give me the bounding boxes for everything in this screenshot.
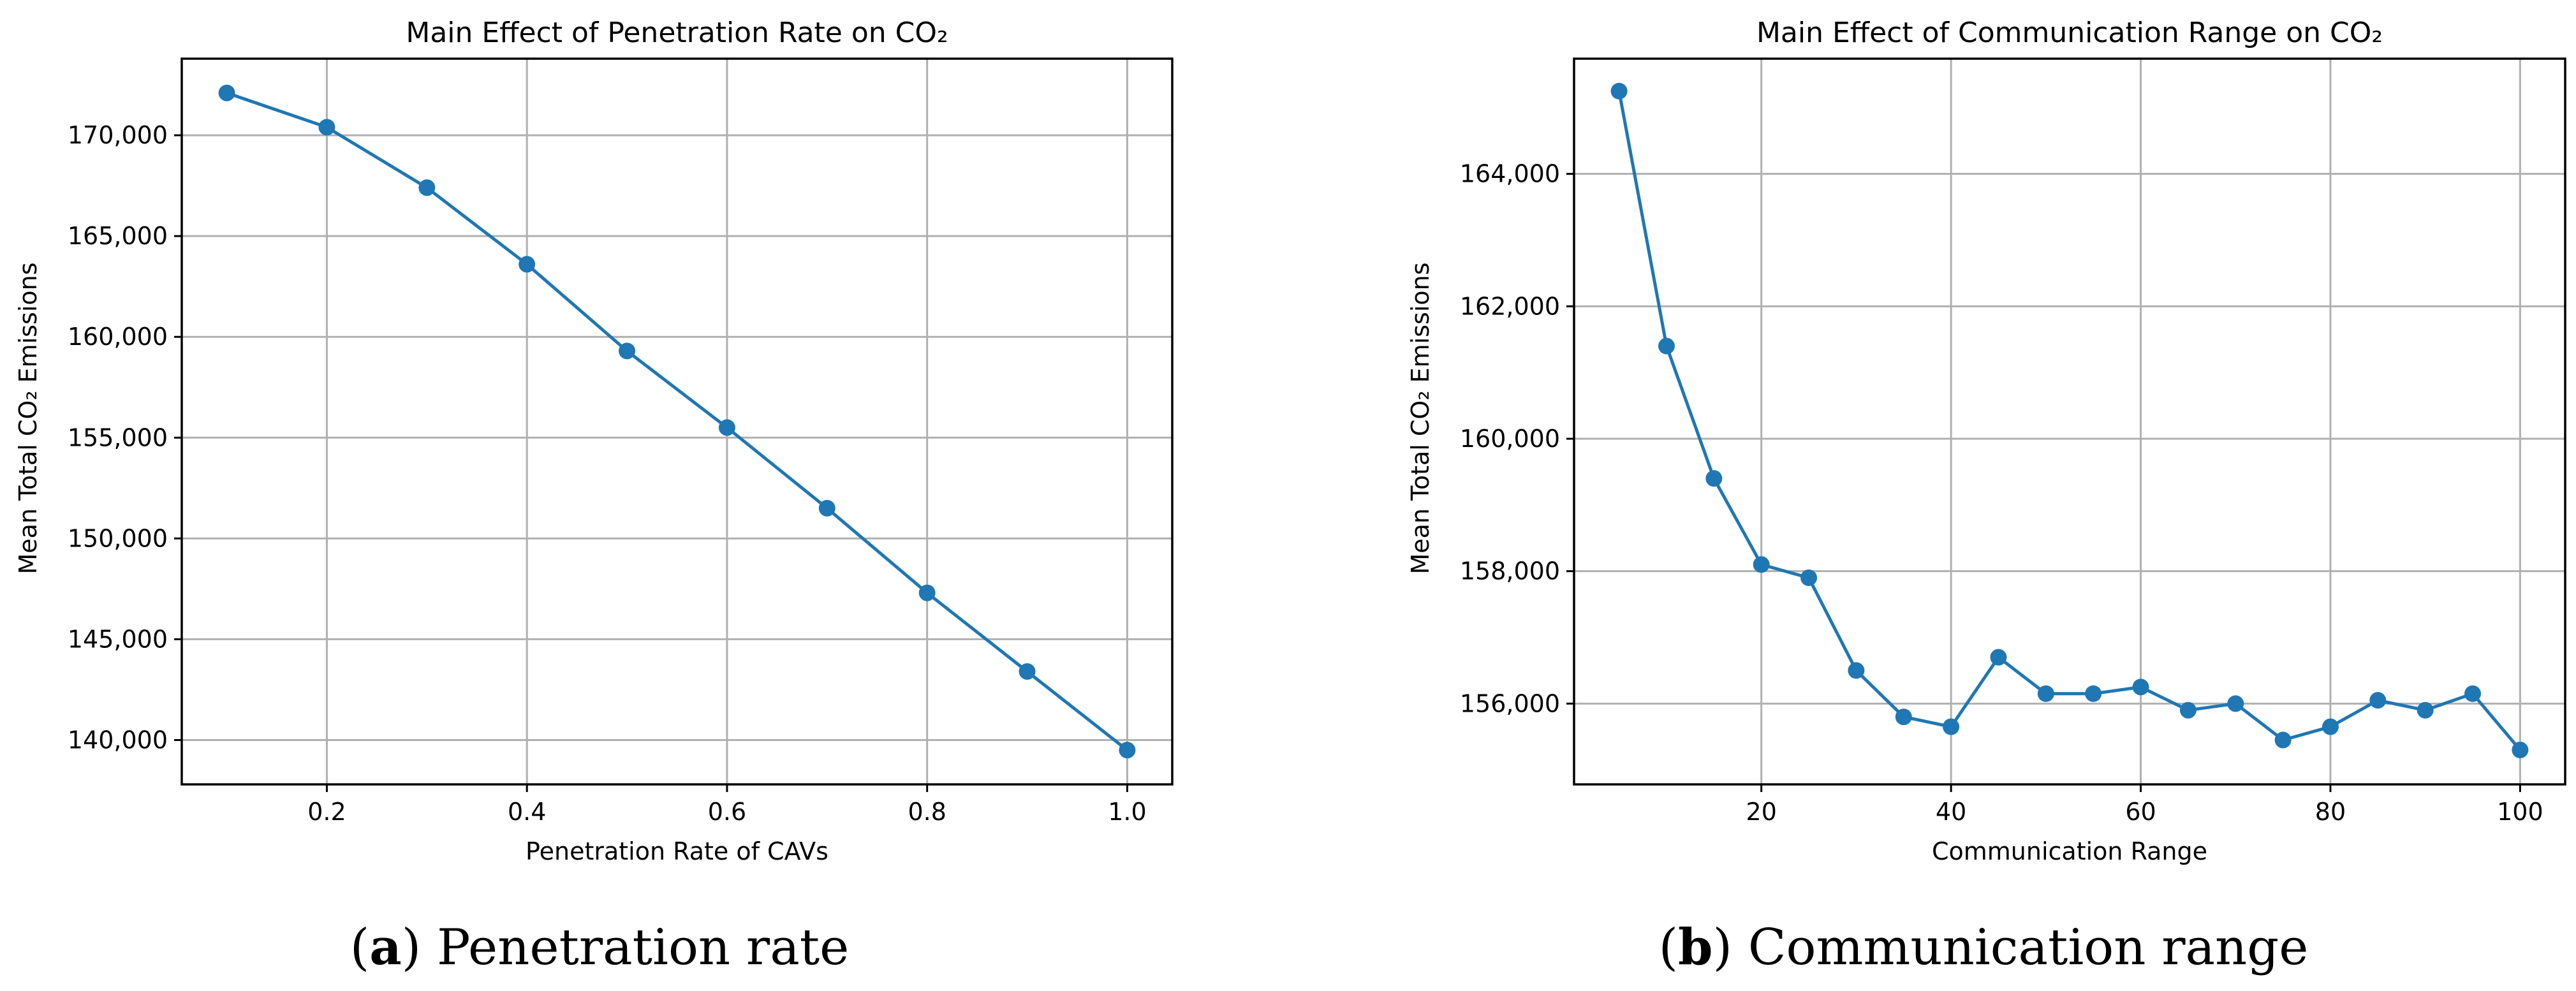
x-tick-label: 80 xyxy=(2315,798,2346,826)
data-point xyxy=(1848,662,1865,679)
caption-open-paren: ( xyxy=(1659,919,1678,976)
data-point xyxy=(1610,82,1628,99)
data-point xyxy=(218,84,235,101)
x-tick-label: 0.8 xyxy=(908,798,946,826)
data-point xyxy=(918,584,936,601)
x-tick-label: 60 xyxy=(2125,798,2156,826)
data-point xyxy=(519,256,536,273)
y-tick-label: 162,000 xyxy=(1460,292,1560,320)
data-point xyxy=(2037,685,2054,702)
plot-frame xyxy=(1573,57,2566,786)
data-point xyxy=(1990,649,2007,666)
x-tick-label: 0.4 xyxy=(508,798,546,826)
data-point xyxy=(2512,742,2529,759)
panel-a: 0.2 0.4 0.6 0.8 1.0 140,000 145,000 150,000 155,… xyxy=(14,17,1174,976)
data-point xyxy=(2322,718,2339,735)
y-tick-label: 156,000 xyxy=(1460,689,1560,717)
y-tick-label: 164,000 xyxy=(1460,160,1560,188)
data-point xyxy=(2132,679,2149,696)
y-tick-label: 155,000 xyxy=(68,423,168,451)
x-tick-label: 0.6 xyxy=(708,798,746,826)
data-point xyxy=(1119,742,1136,759)
data-point xyxy=(418,179,436,196)
data-point xyxy=(818,499,835,517)
data-point xyxy=(2464,685,2482,702)
data-point xyxy=(2179,701,2197,719)
data-point xyxy=(1658,337,1675,355)
panel-b: 20 40 60 80 100 156,000 158,000 160,000 162,000 1… xyxy=(1406,17,2566,976)
y-axis-label: Mean Total CO₂ Emissions xyxy=(1406,262,1434,574)
data-point xyxy=(718,419,735,436)
plot-frame xyxy=(180,57,1174,786)
caption-letter: b xyxy=(1678,918,1713,976)
y-tick-label: 158,000 xyxy=(1460,557,1560,585)
y-tick-label: 170,000 xyxy=(68,121,168,149)
data-point xyxy=(1019,663,1036,680)
y-tick-label: 160,000 xyxy=(68,323,168,351)
y-tick-label: 160,000 xyxy=(1460,425,1560,453)
caption-letter: a xyxy=(369,918,402,976)
y-tick-label: 140,000 xyxy=(68,726,168,754)
data-point xyxy=(1753,556,1770,573)
data-point xyxy=(2274,731,2292,749)
data-point xyxy=(2227,695,2244,712)
caption-close-paren: ) xyxy=(402,919,437,976)
caption-open-paren: ( xyxy=(350,919,369,976)
data-point xyxy=(1705,470,1723,487)
x-tick-label: 0.2 xyxy=(307,798,346,826)
x-tick-label: 40 xyxy=(1936,798,1966,826)
x-tick-label: 1.0 xyxy=(1108,798,1146,826)
data-point xyxy=(1943,718,1960,735)
figure-caption: (b) Communication range xyxy=(1659,918,2309,976)
caption-text: Penetration rate xyxy=(437,919,849,976)
figure-caption: (a) Penetration rate xyxy=(350,918,849,976)
x-tick-label: 100 xyxy=(2497,798,2543,826)
series-line xyxy=(226,91,1128,752)
data-point xyxy=(318,119,335,136)
y-tick-label: 145,000 xyxy=(68,625,168,653)
data-point xyxy=(619,342,636,360)
caption-close-paren: ) xyxy=(1713,919,1748,976)
x-axis-label: Penetration Rate of CAVs xyxy=(526,837,828,865)
y-axis-label: Mean Total CO₂ Emissions xyxy=(14,262,42,574)
chart-title: Main Effect of Penetration Rate on CO₂ xyxy=(406,17,948,49)
x-axis-label: Communication Range xyxy=(1932,837,2207,865)
data-point xyxy=(2417,701,2434,719)
chart-title: Main Effect of Communication Range on CO… xyxy=(1756,17,2383,49)
data-point xyxy=(2085,685,2102,702)
y-tick-label: 150,000 xyxy=(68,524,168,552)
data-point xyxy=(1895,708,1912,726)
series-line xyxy=(1617,91,2522,751)
caption-text: Communication range xyxy=(1748,919,2309,976)
data-point xyxy=(2369,692,2387,709)
x-tick-label: 20 xyxy=(1746,798,1777,826)
y-tick-label: 165,000 xyxy=(68,222,168,250)
data-point xyxy=(1800,569,1818,587)
